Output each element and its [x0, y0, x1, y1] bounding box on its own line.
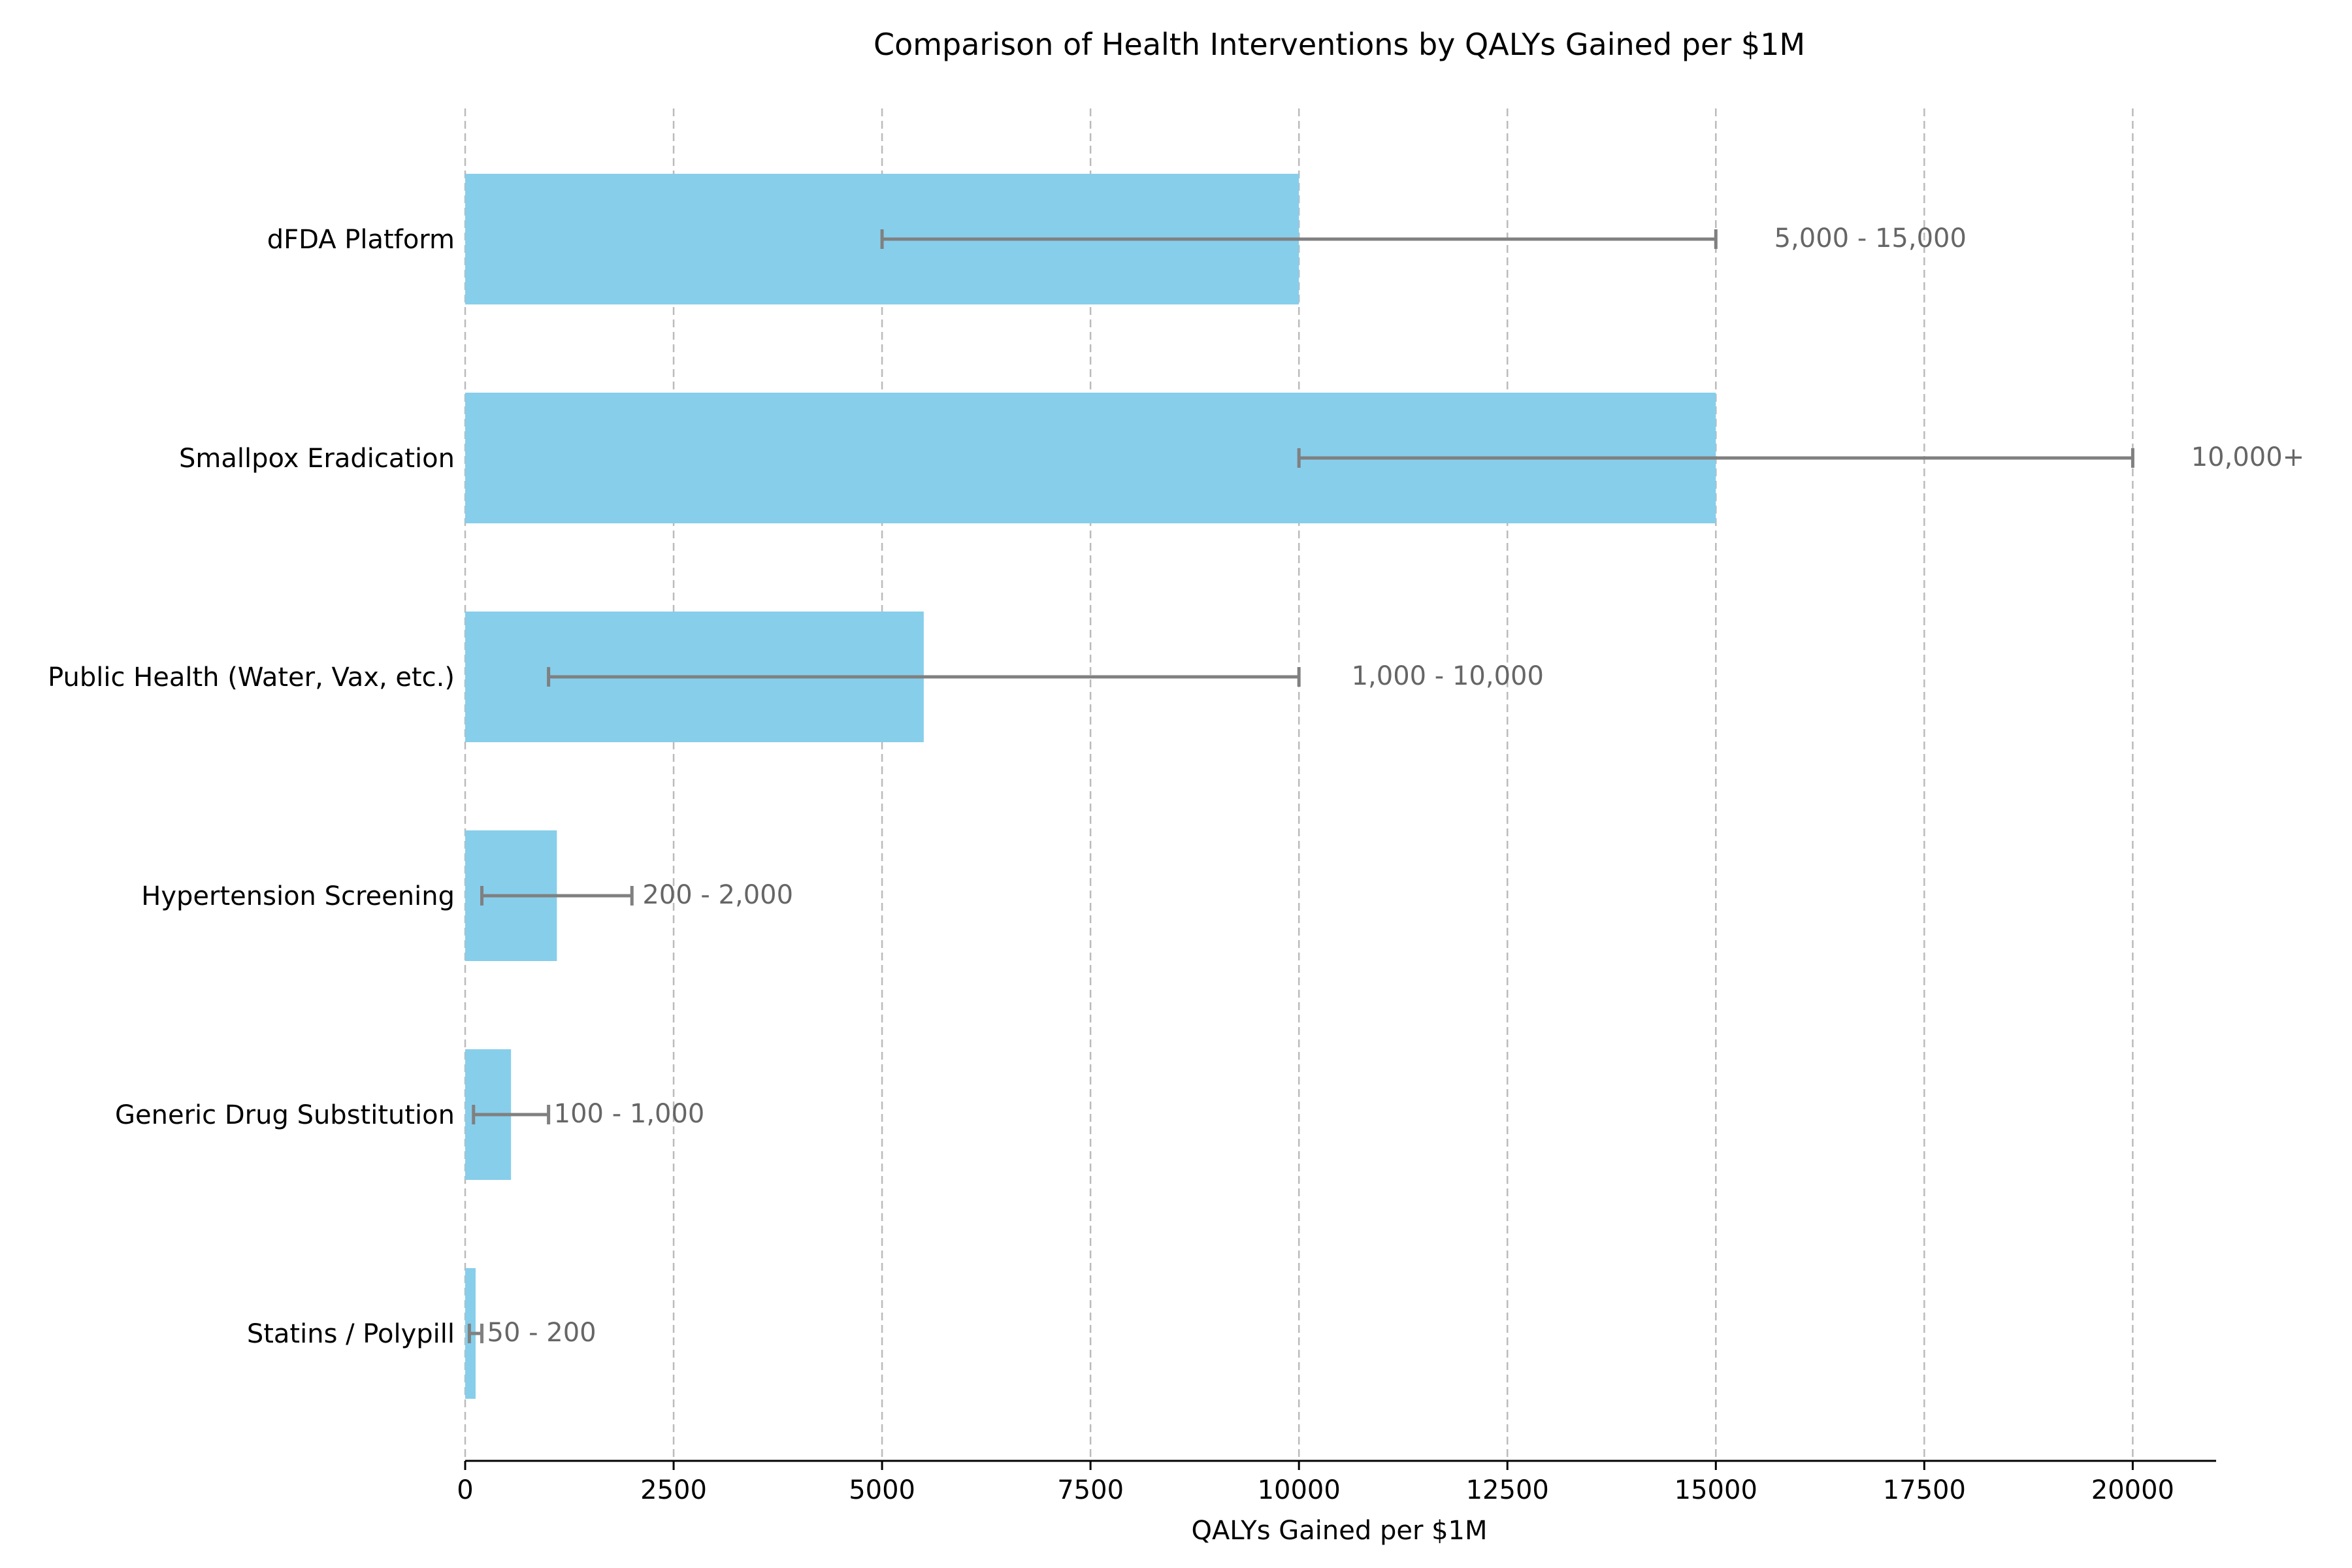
x-tick-label: 5000 — [849, 1475, 915, 1505]
x-tick-label: 20000 — [2091, 1475, 2174, 1505]
x-tick-label: 7500 — [1057, 1475, 1124, 1505]
range-labels: 5,000 - 15,000 10,000+ 1,000 - 10,000 200 -… — [487, 223, 2305, 1348]
range-label: 50 - 200 — [487, 1318, 596, 1348]
x-tick-label: 17500 — [1883, 1475, 1966, 1505]
x-axis-label: QALYs Gained per $1M — [1191, 1516, 1487, 1546]
error-bars — [467, 229, 2134, 1343]
x-tick-label: 12500 — [1466, 1475, 1549, 1505]
category-labels: dFDA Platform Smallpox Eradication Public … — [48, 225, 455, 1349]
x-tick-label: 10000 — [1258, 1475, 1341, 1505]
category-label: Hypertension Screening — [141, 881, 455, 911]
range-label: 100 - 1,000 — [554, 1099, 705, 1129]
range-label: 1,000 - 10,000 — [1352, 661, 1544, 691]
x-axis: 0 2500 5000 7500 10000 12500 15000 17500 20000 — [457, 1460, 2216, 1505]
range-label: 200 - 2,000 — [642, 880, 793, 910]
chart-title: Comparison of Health Interventions by QA… — [874, 27, 1805, 62]
category-label: dFDA Platform — [267, 225, 455, 255]
category-label: Statins / Polypill — [247, 1319, 455, 1349]
range-label: 10,000+ — [2191, 442, 2304, 472]
grid-lines — [464, 108, 2134, 1461]
category-label: Smallpox Eradication — [179, 444, 455, 474]
category-label: Generic Drug Substitution — [115, 1100, 455, 1130]
category-label: Public Health (Water, Vax, etc.) — [48, 662, 455, 693]
x-tick-label: 2500 — [640, 1475, 707, 1505]
x-tick-label: 0 — [457, 1475, 473, 1505]
range-label: 5,000 - 15,000 — [1774, 223, 1967, 253]
x-tick-label: 15000 — [1674, 1475, 1757, 1505]
